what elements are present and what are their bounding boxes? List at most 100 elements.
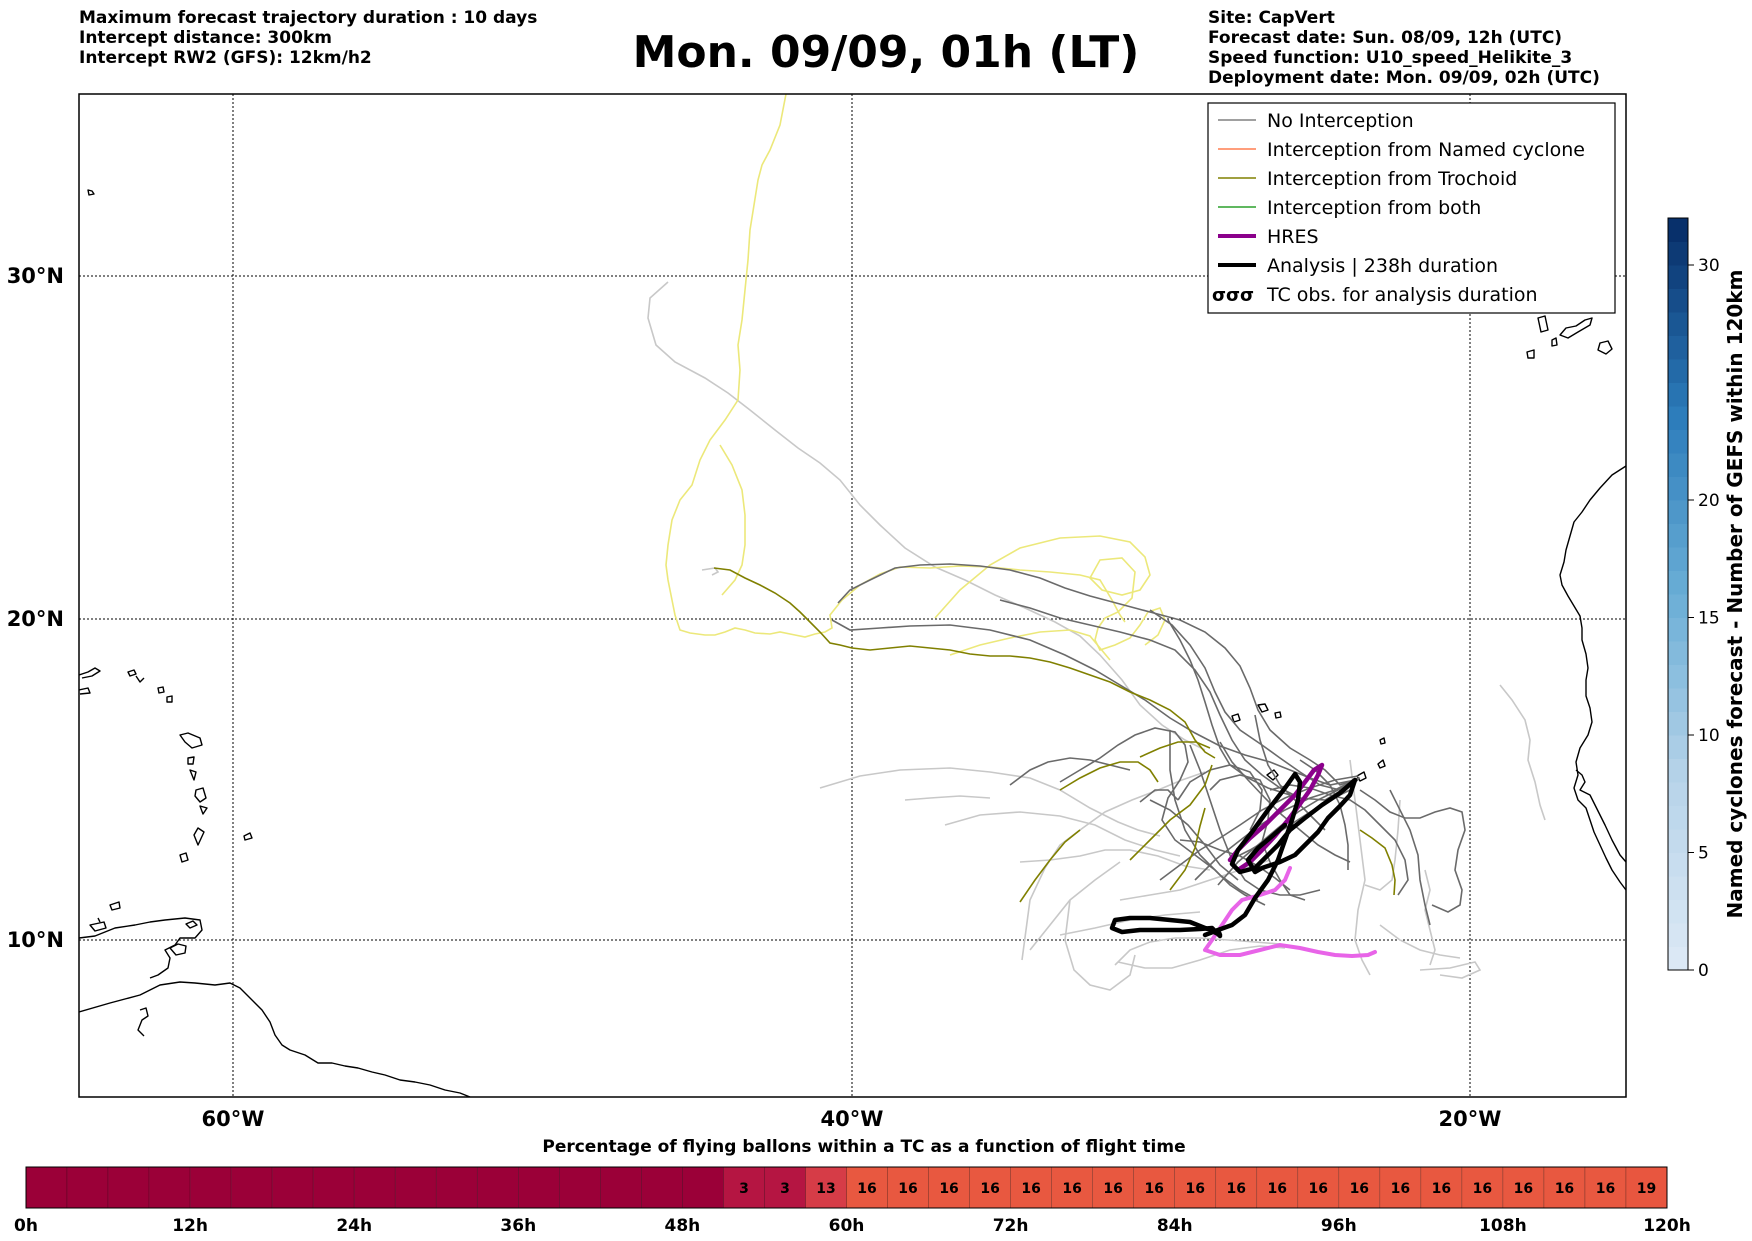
colorbar-cell (1668, 641, 1688, 665)
legend-label: TC obs. for analysis duration (1266, 284, 1538, 306)
time-bar-cell (189, 1166, 232, 1209)
time-bar-cell (107, 1166, 150, 1209)
colorbar-tick-label: 5 (1698, 844, 1709, 864)
legend-label: HRES (1267, 226, 1319, 248)
colorbar-tick-label: 0 (1698, 961, 1709, 981)
legend-label: Interception from both (1267, 197, 1481, 219)
time-bar-value: 19 (1637, 1181, 1656, 1197)
colorbar-cell (1668, 876, 1688, 900)
time-bar-tick-label: 108h (1479, 1216, 1527, 1236)
capeverde-7 (1231, 713, 1241, 723)
colorbar-cell (1668, 758, 1688, 783)
time-bar-value: 16 (1062, 1181, 1081, 1197)
time-bar-cell: 16 (1297, 1166, 1340, 1209)
page-title: Mon. 09/09, 01h (LT) (632, 27, 1140, 78)
time-bar-frame (25, 1166, 1668, 1209)
time-bar-value: 16 (1226, 1181, 1245, 1197)
time-bar-cell (435, 1166, 478, 1209)
time-bar-cell: 19 (1625, 1166, 1668, 1209)
coast-africa-detail (1575, 769, 1626, 863)
time-bar-value: 16 (1103, 1181, 1122, 1197)
time-bar-tick-label: 72h (993, 1216, 1029, 1236)
yellow-trajectories (665, 94, 1166, 661)
island-4 (97, 917, 101, 923)
time-bar-cell (517, 1166, 560, 1209)
time-bar-cell: 16 (1010, 1166, 1052, 1209)
time-bar-value: 16 (898, 1181, 917, 1197)
colorbar-cell (1668, 312, 1688, 336)
lon-label-40w: 40°W (821, 1107, 884, 1131)
time-bar-cell: 16 (1543, 1166, 1586, 1209)
colorbar-cell (1668, 406, 1688, 430)
speed-function-text: Speed function: U10_speed_Helikite_3 (1208, 48, 1573, 68)
time-bar-cell: 16 (1051, 1166, 1093, 1209)
time-bar-cell: 16 (1133, 1166, 1176, 1209)
map-frame (78, 93, 1627, 1098)
colorbar: 0 5 10 15 20 30 Named cyclones forecast - Num… (1667, 217, 1747, 981)
colorbar-cell (1668, 688, 1688, 712)
colorbar-cell (1668, 829, 1688, 853)
colorbar-cell (1668, 899, 1688, 924)
time-bar-cell (476, 1166, 519, 1209)
time-bar-value: 16 (1021, 1181, 1040, 1197)
lon-axis-labels: 60°W 40°W 20°W (202, 1107, 1502, 1131)
lat-label-20n: 20°N (7, 607, 64, 631)
legend-item: Interception from Named cyclone (1218, 139, 1585, 161)
colorbar-cell (1668, 735, 1688, 759)
colorbar-tick-label: 10 (1698, 726, 1720, 746)
time-bar-cell: 3 (723, 1166, 765, 1209)
time-bar-value: 16 (1596, 1181, 1615, 1197)
time-bar-tick-label: 84h (1157, 1216, 1193, 1236)
capeverde-6 (1274, 711, 1282, 719)
colorbar-cell (1668, 288, 1688, 313)
canary-5 (1551, 337, 1558, 347)
time-bar-title: Percentage of flying ballons within a TC… (542, 1137, 1185, 1157)
time-bar-cell: 16 (928, 1166, 970, 1209)
antilles-9 (189, 769, 197, 781)
time-bar-value: 16 (857, 1181, 876, 1197)
time-bar-tick-label: 36h (500, 1216, 536, 1236)
antilles-7 (179, 732, 203, 749)
time-bar: Percentage of flying ballons within a TC… (14, 1137, 1691, 1236)
colorbar-cell (1668, 429, 1688, 454)
time-bar-cell (66, 1166, 109, 1209)
colorbar-cell (1668, 500, 1688, 524)
time-bar-cell (600, 1166, 642, 1209)
antilles-8 (187, 756, 195, 765)
lon-label-20w: 20°W (1439, 1107, 1502, 1131)
time-bar-cell: 16 (1338, 1166, 1381, 1209)
island-tobago (185, 920, 198, 929)
colorbar-cell (1668, 476, 1688, 501)
time-bar-cell: 16 (969, 1166, 1011, 1209)
time-bar-cell: 16 (846, 1166, 888, 1209)
legend: No Interception Interception from Named c… (1207, 102, 1616, 314)
site-text: Site: CapVert (1208, 8, 1335, 28)
colorbar-tick-label: 15 (1698, 609, 1720, 629)
time-bar-value: 16 (1144, 1181, 1163, 1197)
time-bar-cell: 16 (1379, 1166, 1422, 1209)
time-bar-value: 16 (980, 1181, 999, 1197)
antilles-12 (193, 827, 205, 846)
antilles-15 (87, 189, 95, 196)
time-bar-cell: 16 (1174, 1166, 1217, 1209)
legend-item: Analysis | 238h duration (1218, 255, 1498, 277)
colorbar-cell (1668, 946, 1688, 971)
colorbar-cell (1668, 923, 1688, 947)
time-bar-cell: 16 (887, 1166, 929, 1209)
lat-label-10n: 10°N (7, 928, 64, 952)
capeverde-2 (1356, 771, 1367, 782)
colorbar-cell (1668, 241, 1688, 266)
colorbar-cell (1668, 523, 1688, 548)
time-bar-cell: 16 (1420, 1166, 1463, 1209)
colorbar-cell (1668, 805, 1688, 830)
capeverde-5 (1257, 703, 1269, 713)
legend-item: Interception from both (1218, 197, 1481, 219)
time-bar-value: 16 (1185, 1181, 1204, 1197)
colorbar-cell (1668, 265, 1688, 289)
capeverde-4 (1379, 737, 1386, 745)
colorbar-cell (1668, 711, 1688, 736)
legend-item: HRES (1218, 226, 1319, 248)
lat-axis-labels: 30°N 20°N 10°N (7, 264, 64, 952)
light-gray-trajectories (647, 281, 1546, 991)
